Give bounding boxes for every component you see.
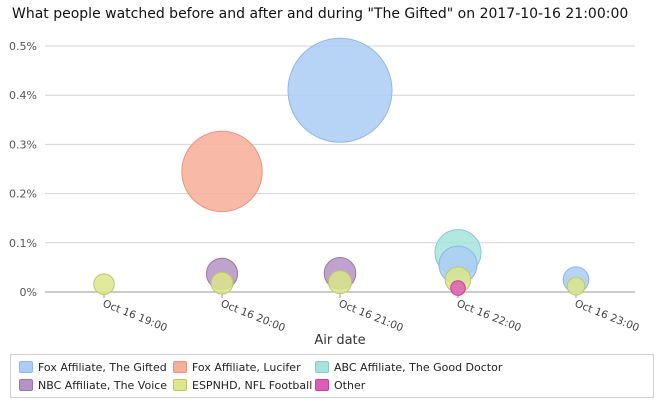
legend-swatch	[19, 361, 33, 373]
y-tick-label: 0.4%	[9, 89, 37, 102]
legend-item[interactable]: NBC Affiliate, The Voice	[19, 377, 167, 393]
chart-legend: Fox Affiliate, The Gifted Fox Affiliate, …	[10, 354, 654, 398]
x-tick-label: Oct 16 19:00	[101, 298, 169, 335]
legend-item[interactable]: Fox Affiliate, The Gifted	[19, 359, 167, 375]
legend-label: ESPNHD, NFL Football	[192, 378, 313, 392]
legend-item[interactable]: Other	[315, 377, 365, 393]
data-point	[287, 37, 393, 143]
legend-label: ABC Affiliate, The Good Doctor	[334, 360, 503, 374]
legend-label: Fox Affiliate, Lucifer	[192, 360, 301, 374]
x-tick-label: Oct 16 23:00	[573, 298, 641, 335]
y-tick-label: 0.3%	[9, 138, 37, 151]
data-point	[181, 130, 263, 213]
legend-swatch	[315, 379, 329, 391]
legend-swatch	[19, 379, 33, 391]
x-tick-label: Oct 16 22:00	[455, 298, 523, 335]
x-tick-label: Oct 16 20:00	[219, 298, 287, 335]
y-tick-label: 0%	[20, 286, 37, 299]
legend-label: Other	[334, 378, 366, 392]
legend-item[interactable]: ESPNHD, NFL Football	[173, 377, 312, 393]
legend-label: NBC Affiliate, The Voice	[38, 378, 168, 392]
chart-title: What people watched before and after and…	[12, 6, 629, 22]
legend-item[interactable]: ABC Affiliate, The Good Doctor	[315, 359, 502, 375]
data-point	[450, 280, 466, 296]
y-tick-label: 0.5%	[9, 40, 37, 53]
y-tick-label: 0.1%	[9, 237, 37, 250]
legend-swatch	[173, 361, 187, 373]
y-tick-label: 0.2%	[9, 188, 37, 201]
data-point	[566, 276, 586, 296]
x-tick-label: Oct 16 21:00	[337, 298, 405, 335]
data-point	[93, 273, 115, 295]
legend-swatch	[173, 379, 187, 391]
legend-label: Fox Affiliate, The Gifted	[38, 360, 167, 374]
legend-item[interactable]: Fox Affiliate, Lucifer	[173, 359, 301, 375]
x-axis-label: Air date	[314, 333, 365, 348]
data-point	[328, 270, 352, 295]
data-point	[210, 271, 234, 295]
scatter-chart: 0% 0.1% 0.2% 0.3% 0.4% 0.5% Oct 16 19:00 Oct 16…	[9, 37, 641, 348]
legend-swatch	[315, 361, 329, 373]
